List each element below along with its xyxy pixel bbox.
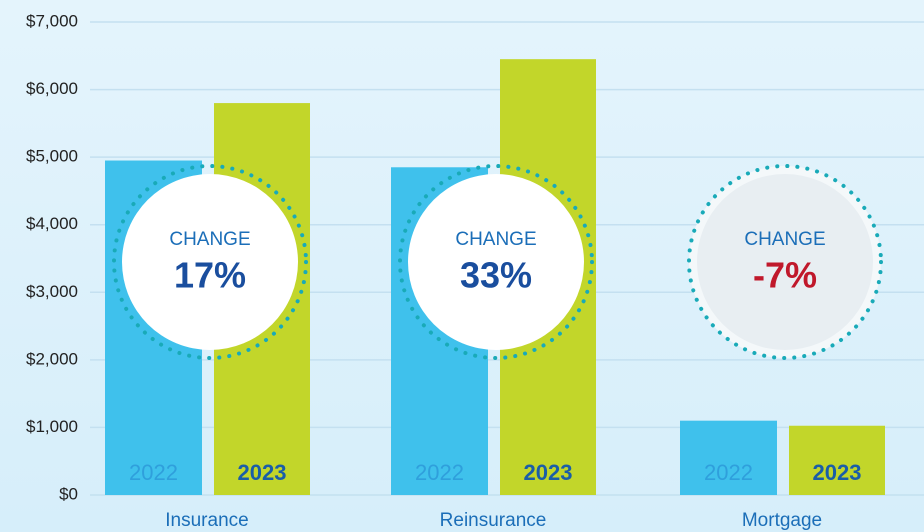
change-value: -7% (753, 255, 817, 296)
y-tick-label: $5,000 (26, 147, 78, 166)
change-value: 33% (460, 255, 532, 296)
bar-year-label: 2023 (813, 460, 862, 485)
bar-year-label: 2023 (238, 460, 287, 485)
x-tick-label: Insurance (165, 510, 248, 531)
x-tick-label: Mortgage (742, 510, 822, 531)
change-circle (122, 174, 298, 350)
y-tick-label: $0 (59, 484, 78, 503)
change-circle (697, 174, 873, 350)
bar-year-label: 2023 (524, 460, 573, 485)
y-tick-label: $6,000 (26, 79, 78, 98)
change-title: CHANGE (744, 229, 825, 250)
y-tick-label: $3,000 (26, 282, 78, 301)
change-title: CHANGE (169, 229, 250, 250)
change-ring (112, 164, 308, 360)
change-ring (398, 164, 594, 360)
y-tick-label: $1,000 (26, 417, 78, 436)
bar-year-label: 2022 (129, 460, 178, 485)
y-tick-label: $2,000 (26, 349, 78, 368)
bar-year-label: 2022 (704, 460, 753, 485)
bar (789, 425, 885, 495)
bar-year-label: 2022 (415, 460, 464, 485)
y-tick-label: $7,000 (26, 11, 78, 30)
change-value: 17% (174, 255, 246, 296)
bar (680, 420, 777, 495)
change-title: CHANGE (455, 229, 536, 250)
change-circle (408, 174, 584, 350)
y-tick-label: $4,000 (26, 214, 78, 233)
x-tick-label: Reinsurance (440, 510, 547, 531)
